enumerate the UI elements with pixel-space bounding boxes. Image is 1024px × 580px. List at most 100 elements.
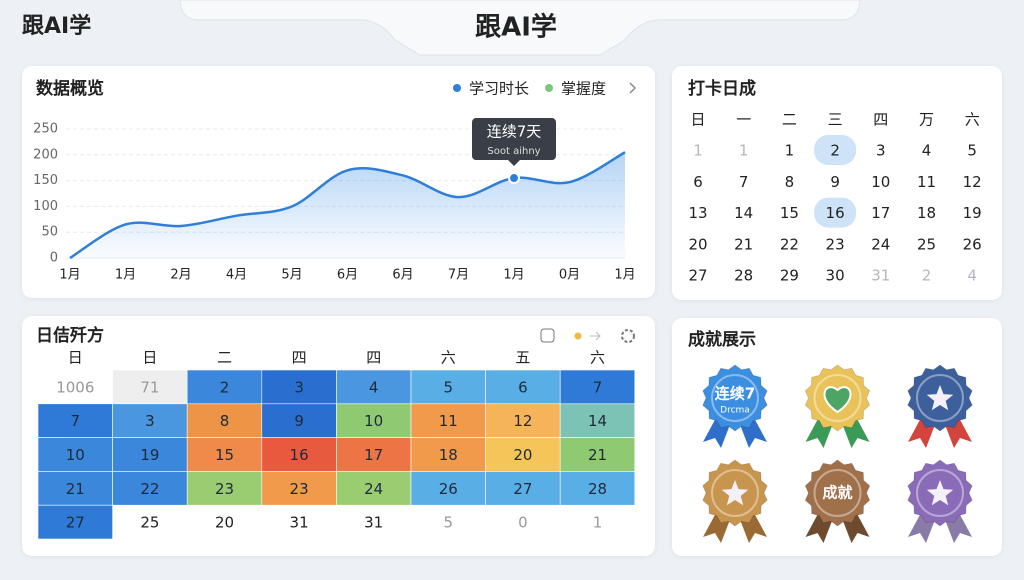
day: 9	[830, 173, 840, 191]
heat-cell	[336, 437, 412, 472]
heat-cell-label: 15	[215, 446, 234, 464]
highlight-point	[508, 172, 520, 185]
header-tab	[179, 0, 861, 56]
header-title: 跟AI学	[475, 12, 557, 43]
heat-cell-label: 17	[364, 446, 383, 464]
tooltip	[472, 118, 556, 167]
heat-cell-label: 11	[439, 412, 458, 430]
heat-cell-label: 3	[294, 378, 304, 396]
day: 18	[917, 204, 936, 222]
day: 22	[780, 235, 799, 253]
heat-cell	[37, 403, 113, 438]
heat-cell-label: 20	[215, 514, 234, 532]
heat-cell-label: 14	[588, 412, 607, 430]
badge[interactable]	[907, 459, 973, 543]
day: 6	[693, 173, 703, 191]
day: 2	[922, 267, 932, 285]
column-header: 四	[366, 349, 381, 367]
heat-cell-label: 23	[215, 480, 234, 498]
day: 21	[734, 235, 753, 253]
legend-marker	[545, 84, 554, 92]
day: 31	[871, 267, 890, 285]
day: 30	[826, 267, 845, 285]
settings-icon[interactable]	[621, 329, 635, 343]
heat-cell-label: 18	[439, 446, 458, 464]
heat-cell-label: 8	[220, 412, 230, 430]
day: 25	[917, 235, 936, 253]
heat-cell-label: 3	[145, 412, 155, 430]
heat-cell-label: 9	[294, 412, 304, 430]
x-tick-label: 6月	[392, 268, 413, 283]
y-tick-label: 0	[50, 251, 58, 266]
badge-star	[926, 480, 954, 506]
heat-cell-label: 27	[66, 514, 85, 532]
chart-title: 数据概览	[36, 78, 104, 99]
day: 2	[830, 142, 840, 160]
day: 1	[739, 142, 749, 160]
heat-cell-label: 71	[140, 378, 159, 396]
heat-cell-label: 12	[513, 412, 532, 430]
day: 17	[871, 204, 890, 222]
column-header: 日	[68, 349, 83, 367]
day: 15	[780, 204, 799, 222]
tooltip-title: 连续7天	[487, 123, 542, 141]
day: 10	[871, 173, 890, 191]
heat-cell	[559, 437, 636, 472]
day: 11	[917, 173, 936, 191]
heat-cell	[112, 403, 188, 438]
heat-cell-label: 10	[364, 412, 383, 430]
weekday: 三	[828, 111, 843, 129]
day: 28	[734, 267, 753, 285]
badge[interactable]: 成就	[804, 459, 871, 543]
heatmap-title: 日佶歼方	[36, 325, 104, 346]
heat-cell-label: 2	[220, 378, 230, 396]
y-tick-label: 100	[33, 199, 58, 214]
day: 27	[688, 267, 707, 285]
chevron[interactable]	[629, 82, 637, 94]
badge-face	[711, 374, 759, 422]
heat-cell	[559, 369, 636, 405]
icon-arrow[interactable]	[590, 331, 601, 341]
day: 26	[963, 235, 982, 253]
badge[interactable]: 连续7 Drcma	[702, 364, 768, 448]
tooltip-subtitle: Soot aihny	[487, 146, 540, 157]
icon-button[interactable]	[540, 328, 555, 343]
x-tick-label: 6月	[337, 268, 358, 283]
heat-cell-label: 5	[444, 378, 454, 396]
heat-cell-label: 7	[593, 378, 603, 396]
x-tick-label: 7月	[448, 268, 469, 283]
column-header: 六	[590, 349, 605, 367]
day-highlight	[814, 135, 857, 165]
heat-cell-label: 23	[290, 480, 309, 498]
badge[interactable]	[702, 459, 768, 543]
heat-cell	[112, 437, 188, 472]
day: 13	[688, 204, 707, 222]
heat-cell	[410, 403, 486, 438]
badge-label: 连续7	[715, 385, 755, 403]
badge-star	[926, 385, 954, 411]
heat-cell	[485, 369, 561, 405]
weekday: 一	[736, 111, 751, 129]
badge[interactable]	[907, 364, 973, 448]
day: 29	[780, 267, 799, 285]
heat-cell-label: 4	[369, 378, 379, 396]
heat-cell-label: 16	[290, 446, 309, 464]
x-tick-label: 1月	[115, 268, 136, 283]
badge-label: 成就	[822, 484, 852, 502]
y-tick-label: 250	[33, 122, 58, 137]
heat-cell-label: 20	[513, 446, 532, 464]
x-tick-label: 1月	[614, 268, 635, 283]
legend-label: 掌握度	[561, 80, 606, 98]
heat-cell-label: 22	[140, 480, 159, 498]
column-header: 二	[217, 349, 232, 367]
heat-cell-label: 1006	[56, 378, 94, 396]
heat-cell	[336, 369, 412, 405]
calendar-title: 打卡日成	[688, 78, 756, 99]
day: 24	[871, 235, 890, 253]
heat-cell-label: 10	[66, 446, 85, 464]
heat-cell-label: 1	[593, 514, 603, 532]
day: 4	[922, 142, 932, 160]
heat-cell-label: 0	[518, 514, 528, 532]
heat-cell	[336, 471, 412, 506]
badge[interactable]	[804, 364, 871, 448]
